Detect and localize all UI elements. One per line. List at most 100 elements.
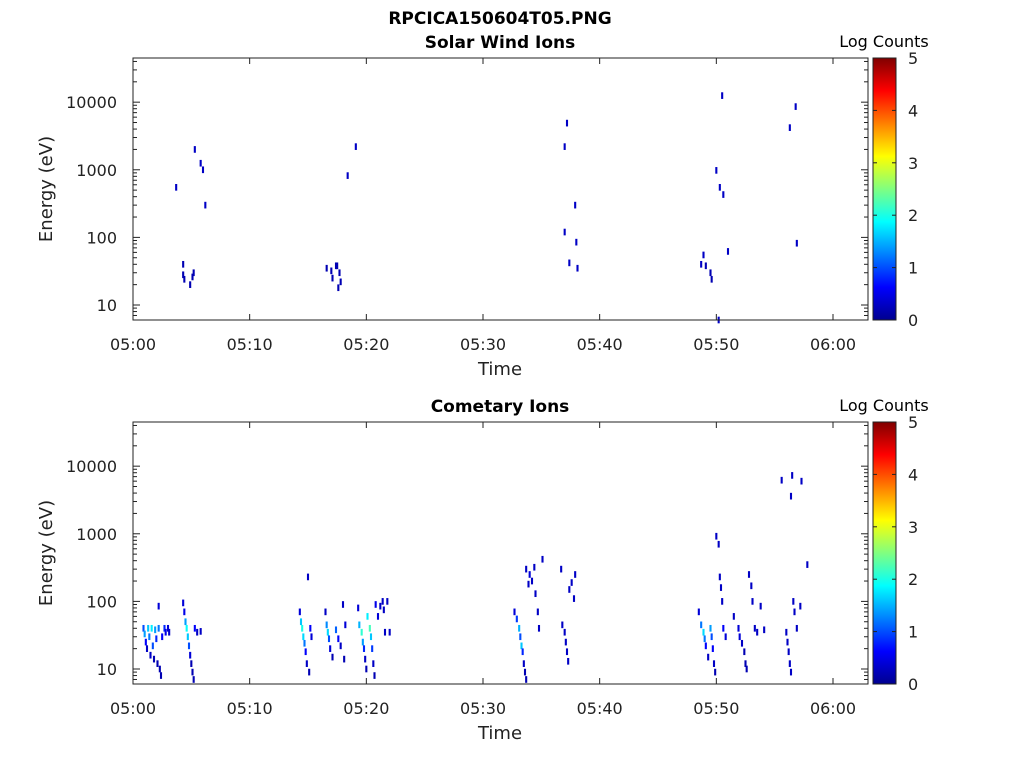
- heatmap-cell: [199, 159, 202, 167]
- heatmap-cell: [568, 586, 571, 593]
- heatmap-cell: [710, 633, 713, 641]
- heatmap-cell: [574, 201, 577, 209]
- heatmap-cell: [753, 624, 756, 632]
- heatmap-cell: [386, 598, 389, 605]
- heatmap-cell: [346, 172, 349, 179]
- heatmap-cell: [567, 657, 570, 665]
- heatmap-cell: [703, 635, 706, 643]
- heatmap-cell: [388, 628, 391, 636]
- heatmap-cell: [518, 624, 521, 632]
- heatmap-cell: [302, 633, 305, 641]
- heatmap-cell: [780, 476, 783, 484]
- heatmap-cell: [570, 579, 573, 586]
- heatmap-cell: [710, 275, 713, 283]
- heatmap-cell: [740, 639, 744, 647]
- y-tick-label: 100: [86, 592, 117, 611]
- x-tick-label: 05:40: [577, 699, 623, 718]
- heatmap-cell: [156, 660, 159, 667]
- heatmap-cell: [750, 582, 753, 590]
- colorbar-tick-label: 1: [908, 259, 918, 278]
- heatmap-cell: [379, 602, 382, 610]
- heatmap-cell: [339, 278, 342, 286]
- heatmap-cell: [800, 477, 803, 485]
- heatmap-cell: [374, 601, 377, 608]
- heatmap-cell: [793, 608, 796, 616]
- heatmap-cell: [148, 633, 151, 641]
- y-tick-label: 100: [86, 228, 117, 247]
- heatmap-cell: [190, 660, 193, 667]
- x-tick-label: 05:10: [227, 699, 273, 718]
- heatmap-cell: [204, 201, 207, 209]
- heatmap-cell: [791, 472, 794, 479]
- heatmap-cell: [201, 166, 205, 174]
- heatmap-cell: [697, 608, 700, 616]
- panel-title: Solar Wind Ions: [425, 33, 576, 53]
- heatmap-cell: [537, 624, 541, 632]
- heatmap-cell: [795, 239, 798, 247]
- colorbar-tick-label: 4: [908, 101, 918, 120]
- heatmap-cell: [330, 267, 333, 275]
- heatmap-cell: [745, 665, 748, 673]
- heatmap-cell: [785, 628, 788, 636]
- y-tick-label: 10: [97, 660, 117, 679]
- heatmap-cell: [366, 613, 369, 620]
- colorbar-tick-label: 1: [908, 623, 918, 642]
- plot-frame: [132, 57, 869, 321]
- y-axis-label: Energy (eV): [36, 136, 57, 242]
- x-tick-label: 05:00: [110, 699, 156, 718]
- colorbar-tick-label: 5: [908, 49, 918, 68]
- heatmap-cell: [358, 621, 361, 629]
- heatmap-cell: [789, 668, 793, 676]
- heatmap-cell: [560, 565, 563, 573]
- x-axis-label: Time: [477, 359, 522, 380]
- heatmap-cell: [719, 584, 723, 591]
- heatmap-cell: [513, 608, 516, 616]
- heatmap-cell: [700, 260, 703, 268]
- heatmap-cell: [530, 577, 534, 585]
- heatmap-cell: [189, 281, 192, 288]
- heatmap-cell: [373, 672, 376, 679]
- heatmap-cell: [365, 665, 368, 673]
- x-tick-label: 05:30: [460, 335, 506, 354]
- x-tick-label: 05:10: [227, 335, 273, 354]
- heatmap-cell: [325, 264, 328, 272]
- heatmap-cell: [142, 624, 145, 632]
- heatmap-cell: [161, 633, 164, 641]
- heatmap-cell: [362, 645, 366, 652]
- heatmap-cells: [142, 472, 809, 683]
- x-tick-label: 05:50: [693, 335, 739, 354]
- heatmap-cell: [184, 618, 187, 626]
- heatmap-cell: [722, 191, 725, 198]
- heatmap-cell: [721, 92, 724, 99]
- heatmap-cell: [159, 672, 163, 679]
- heatmap-cell: [382, 606, 385, 614]
- y-tick-label: 1000: [76, 161, 117, 180]
- heatmap-cell: [721, 598, 724, 605]
- colorbar-tick-label: 0: [908, 311, 918, 330]
- heatmap-cell: [520, 642, 523, 650]
- heatmap-cell: [704, 642, 707, 650]
- heatmap-cell: [715, 167, 718, 174]
- heatmap-cell: [787, 648, 790, 656]
- heatmap-cell: [329, 645, 332, 652]
- heatmap-cell: [702, 628, 705, 636]
- heatmap-cell: [308, 668, 311, 676]
- figure-title: RPCICA150604T05.PNG: [388, 9, 611, 29]
- heatmap-cell: [726, 248, 730, 255]
- heatmap-cell: [325, 621, 328, 629]
- heatmap-cell: [525, 676, 528, 683]
- heatmap-cell: [789, 492, 793, 500]
- heatmap-cell: [304, 648, 307, 656]
- heatmap-cell: [309, 624, 312, 632]
- heatmap-cell: [168, 628, 171, 636]
- heatmap-cell: [338, 269, 341, 277]
- colorbar-ticks: 0 1 2 3 4 5: [873, 413, 918, 694]
- heatmap-cell: [344, 621, 347, 629]
- heatmap-cell: [786, 638, 789, 646]
- heatmap-cell: [534, 590, 537, 598]
- heatmap-cell: [799, 602, 802, 610]
- heatmap-cell: [182, 260, 185, 268]
- heatmap-cell: [563, 628, 566, 636]
- colorbar-label: Log Counts: [839, 396, 929, 415]
- heatmap-cell: [788, 124, 791, 131]
